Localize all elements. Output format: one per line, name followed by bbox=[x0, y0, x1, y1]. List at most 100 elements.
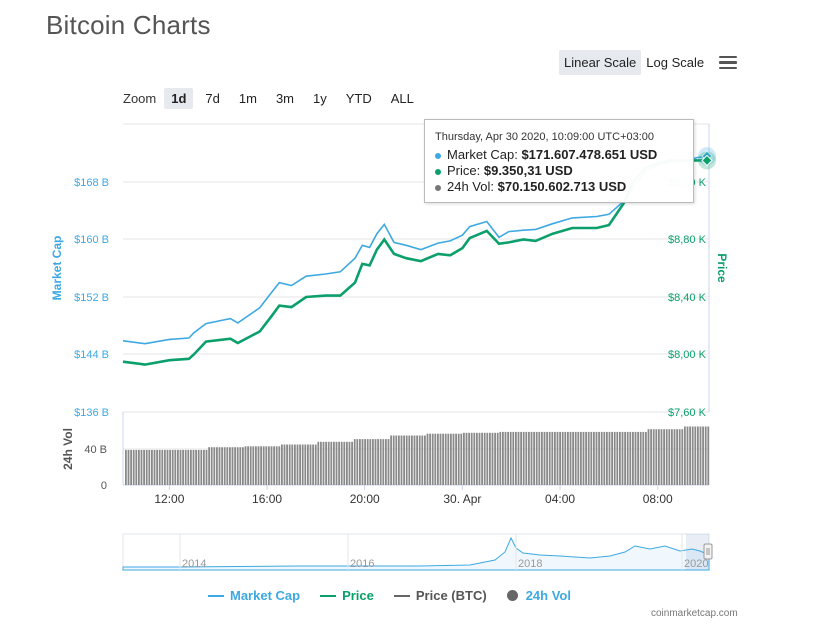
x-tick-label: 30. Apr bbox=[443, 492, 481, 506]
volume-bar bbox=[197, 449, 200, 485]
volume-bar bbox=[364, 439, 366, 485]
volume-bar bbox=[559, 431, 561, 485]
x-tick-label: 20:00 bbox=[350, 492, 380, 506]
volume-bar bbox=[478, 432, 481, 485]
volume-tick: 0 bbox=[101, 480, 107, 492]
volume-bar bbox=[606, 431, 608, 485]
navigator[interactable]: 2014 2016 2018 2020 bbox=[122, 533, 713, 571]
zoom-3m-button[interactable]: 3m bbox=[275, 91, 294, 106]
volume-bar bbox=[143, 449, 145, 485]
volume-bar bbox=[226, 447, 229, 485]
volume-bar bbox=[629, 431, 632, 485]
volume-bar bbox=[314, 444, 317, 485]
volume-bar bbox=[327, 441, 330, 485]
volume-bar bbox=[190, 449, 192, 485]
hamburger-menu-icon[interactable] bbox=[719, 55, 738, 70]
volume-bar bbox=[223, 447, 226, 485]
volume-bar bbox=[520, 431, 522, 485]
volume-bar bbox=[444, 433, 447, 485]
volume-bar bbox=[483, 432, 486, 485]
volume-bar bbox=[255, 446, 257, 485]
volume-bar bbox=[213, 447, 216, 485]
log-scale-button[interactable]: Log Scale bbox=[646, 55, 705, 70]
market-cap-tick: $168 B bbox=[74, 177, 109, 189]
volume-bar bbox=[673, 429, 676, 485]
volume-bar bbox=[416, 435, 418, 485]
volume-bar bbox=[353, 439, 356, 485]
volume-bar bbox=[515, 431, 517, 485]
legend-label: Price bbox=[342, 588, 374, 603]
volume-bar bbox=[468, 432, 470, 485]
volume-bar bbox=[587, 431, 590, 485]
volume-bar bbox=[494, 432, 496, 485]
volume-bar bbox=[304, 444, 307, 485]
legend-line-icon bbox=[320, 594, 337, 597]
volume-bar bbox=[322, 441, 325, 485]
zoom-1d-button[interactable]: 1d bbox=[164, 88, 194, 109]
volume-axis-title: 24h Vol bbox=[61, 428, 75, 470]
volume-bar bbox=[455, 433, 457, 485]
volume-bar bbox=[697, 426, 699, 485]
volume-bar bbox=[288, 444, 291, 485]
volume-bar bbox=[312, 444, 314, 485]
volume-bar bbox=[161, 449, 164, 485]
volume-bar bbox=[676, 429, 678, 485]
navigator-tick-label: 2014 bbox=[182, 558, 206, 570]
legend-market-cap[interactable]: Market Cap bbox=[208, 588, 300, 603]
legend-price-btc[interactable]: Price (BTC) bbox=[393, 588, 487, 603]
market-cap-tick: $144 B bbox=[74, 349, 109, 361]
volume-bar bbox=[655, 429, 658, 485]
volume-bar bbox=[426, 433, 429, 485]
volume-bar bbox=[156, 449, 158, 485]
volume-tick: 40 B bbox=[84, 444, 107, 456]
volume-bar bbox=[281, 444, 283, 485]
volume-bar bbox=[299, 444, 301, 485]
volume-bar bbox=[229, 447, 231, 485]
volume-bar bbox=[392, 435, 395, 485]
volume-bar bbox=[600, 431, 603, 485]
volume-bar bbox=[684, 426, 686, 485]
volume-bar bbox=[125, 449, 127, 485]
legend-label: 24h Vol bbox=[525, 588, 571, 603]
zoom-1m-button[interactable]: 1m bbox=[238, 91, 257, 106]
market-cap-tick: $160 B bbox=[74, 234, 109, 246]
volume-bar bbox=[216, 447, 218, 485]
volume-bar bbox=[603, 431, 606, 485]
x-tick-label: 08:00 bbox=[643, 492, 673, 506]
market-cap-tick: $152 B bbox=[74, 292, 109, 304]
volume-bar bbox=[619, 431, 621, 485]
volume-bar bbox=[442, 433, 444, 485]
volume-bar bbox=[512, 431, 515, 485]
volume-bar bbox=[307, 444, 309, 485]
volume-bar bbox=[382, 439, 385, 485]
credit-link[interactable]: coinmarketcap.com bbox=[651, 608, 738, 619]
tooltip-value: $171.607.478.651 USD bbox=[521, 147, 658, 162]
page-title: Bitcoin Charts bbox=[46, 10, 211, 40]
volume-bar bbox=[205, 449, 208, 485]
volume-bar bbox=[491, 432, 494, 485]
volume-bar bbox=[187, 449, 190, 485]
volume-bar bbox=[236, 447, 239, 485]
volume-bar bbox=[691, 426, 694, 485]
legend-volume[interactable]: 24h Vol bbox=[506, 588, 571, 603]
linear-scale-button[interactable]: Linear Scale bbox=[559, 50, 642, 75]
market-cap-line bbox=[122, 155, 710, 345]
volume-bar bbox=[611, 431, 613, 485]
legend-price[interactable]: Price bbox=[320, 588, 374, 603]
zoom-ytd-button[interactable]: YTD bbox=[345, 91, 372, 106]
volume-bar bbox=[390, 435, 392, 485]
volume-bar bbox=[208, 447, 210, 485]
volume-bar bbox=[572, 431, 574, 485]
volume-bar bbox=[348, 441, 351, 485]
volume-bar bbox=[346, 441, 348, 485]
price-line bbox=[122, 159, 709, 366]
zoom-1y-button[interactable]: 1y bbox=[313, 91, 327, 106]
volume-bar bbox=[195, 449, 197, 485]
zoom-all-button[interactable]: ALL bbox=[390, 91, 414, 106]
x-tick-label: 04:00 bbox=[545, 492, 575, 506]
volume-bar bbox=[637, 431, 639, 485]
zoom-7d-button[interactable]: 7d bbox=[205, 91, 220, 106]
volume-bar bbox=[598, 431, 600, 485]
legend-line-icon bbox=[208, 594, 224, 597]
